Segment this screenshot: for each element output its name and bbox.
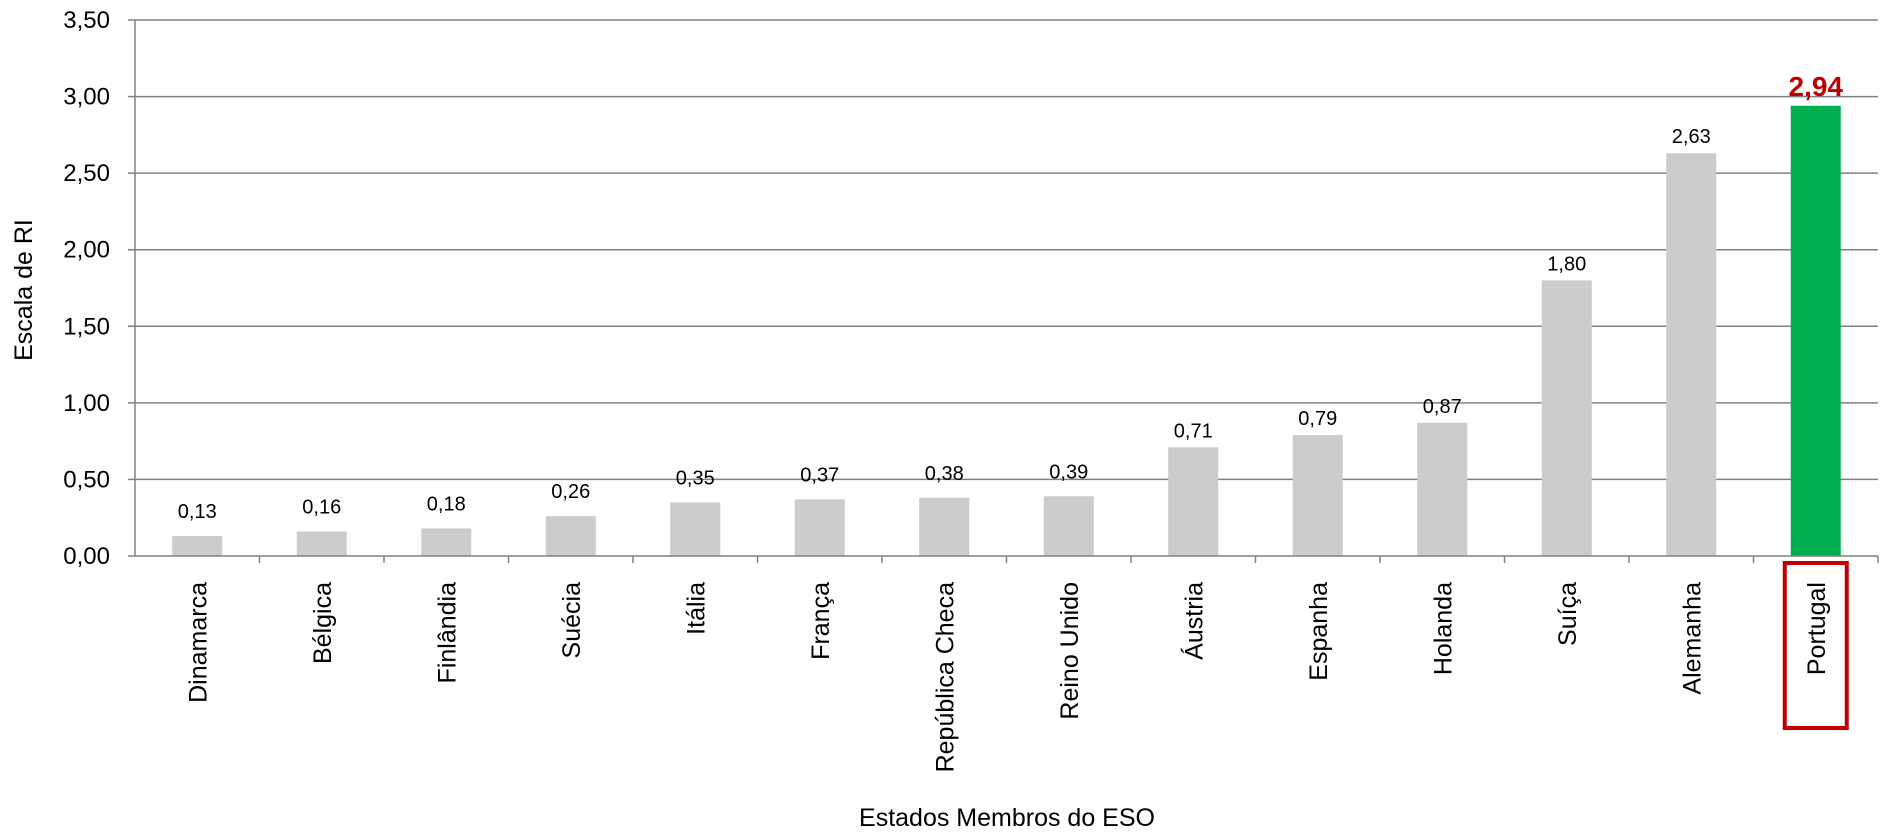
x-axis-ticks: Dinamarca Bélgica Finlândia Suécia Itália Fra… — [184, 556, 1879, 772]
bar-item — [919, 497, 970, 556]
x-tick-label: Dinamarca — [184, 582, 212, 703]
x-tick-label: Finlândia — [433, 582, 461, 684]
gridlines — [135, 19, 1878, 481]
y-tick-label: 1,50 — [63, 313, 110, 340]
x-tick-label: Holanda — [1429, 582, 1457, 675]
data-label: 0,16 — [302, 496, 341, 518]
bar-item — [1168, 447, 1219, 556]
y-tick-label: 3,00 — [63, 84, 110, 111]
data-label: 0,87 — [1423, 396, 1462, 418]
x-tick-label: Reino Unido — [1056, 582, 1084, 720]
data-label: 2,63 — [1672, 126, 1711, 148]
x-tick-label: Suécia — [558, 582, 586, 659]
data-label: 0,71 — [1174, 420, 1213, 442]
y-tick-label: 0,50 — [63, 466, 110, 493]
x-tick-label: Alemanha — [1678, 582, 1706, 695]
bar-highlight — [1790, 105, 1841, 556]
x-tick-label: Bélgica — [309, 582, 337, 664]
x-tick-label: França — [807, 582, 835, 660]
bar-item — [670, 502, 721, 556]
x-tick-label: República Checa — [931, 582, 959, 772]
highlight-box — [1782, 561, 1849, 730]
y-tick-label: 1,00 — [63, 390, 110, 417]
x-axis-title: Estados Membros do ESO — [859, 804, 1155, 832]
bar-item — [1043, 496, 1094, 556]
x-tick-label: Suíça — [1554, 582, 1582, 646]
bar-item — [794, 499, 845, 556]
data-label: 0,79 — [1298, 408, 1337, 430]
y-tick-label: 3,50 — [63, 7, 110, 34]
bar-item — [1666, 153, 1717, 556]
y-axis-title: Escala de RI — [10, 219, 38, 361]
bar-item — [1417, 422, 1468, 556]
data-label: 0,26 — [551, 481, 590, 503]
x-tick-label: Portugal — [1803, 582, 1831, 675]
bar-item — [1292, 435, 1343, 556]
bar-item — [296, 531, 347, 556]
y-axis-ticks: 0,00 0,50 1,00 1,50 2,00 2,50 3,00 3,50 — [63, 7, 135, 570]
bar-item — [1541, 280, 1592, 556]
data-label: 0,18 — [427, 493, 466, 515]
bar-item — [421, 528, 472, 556]
data-labels: 0,13 0,16 0,18 0,26 0,35 0,37 0,38 0,39 0,71 0,79… — [178, 71, 1844, 523]
y-tick-label: 0,00 — [63, 543, 110, 570]
data-label: 0,13 — [178, 501, 217, 523]
y-tick-label: 2,00 — [63, 237, 110, 264]
bar-item — [172, 536, 223, 556]
data-label: 0,38 — [925, 463, 964, 485]
x-tick-label: Áustria — [1179, 582, 1208, 660]
data-label: 0,37 — [800, 464, 839, 486]
data-label: 1,80 — [1547, 253, 1586, 275]
data-label: 0,39 — [1049, 461, 1088, 483]
x-tick-label: Itália — [682, 582, 710, 635]
data-label: 0,35 — [676, 467, 715, 489]
bars — [172, 105, 1841, 556]
x-tick-label: Espanha — [1305, 582, 1333, 681]
y-tick-label: 2,50 — [63, 160, 110, 187]
data-label: 2,94 — [1789, 71, 1844, 102]
bar-item — [545, 516, 596, 556]
